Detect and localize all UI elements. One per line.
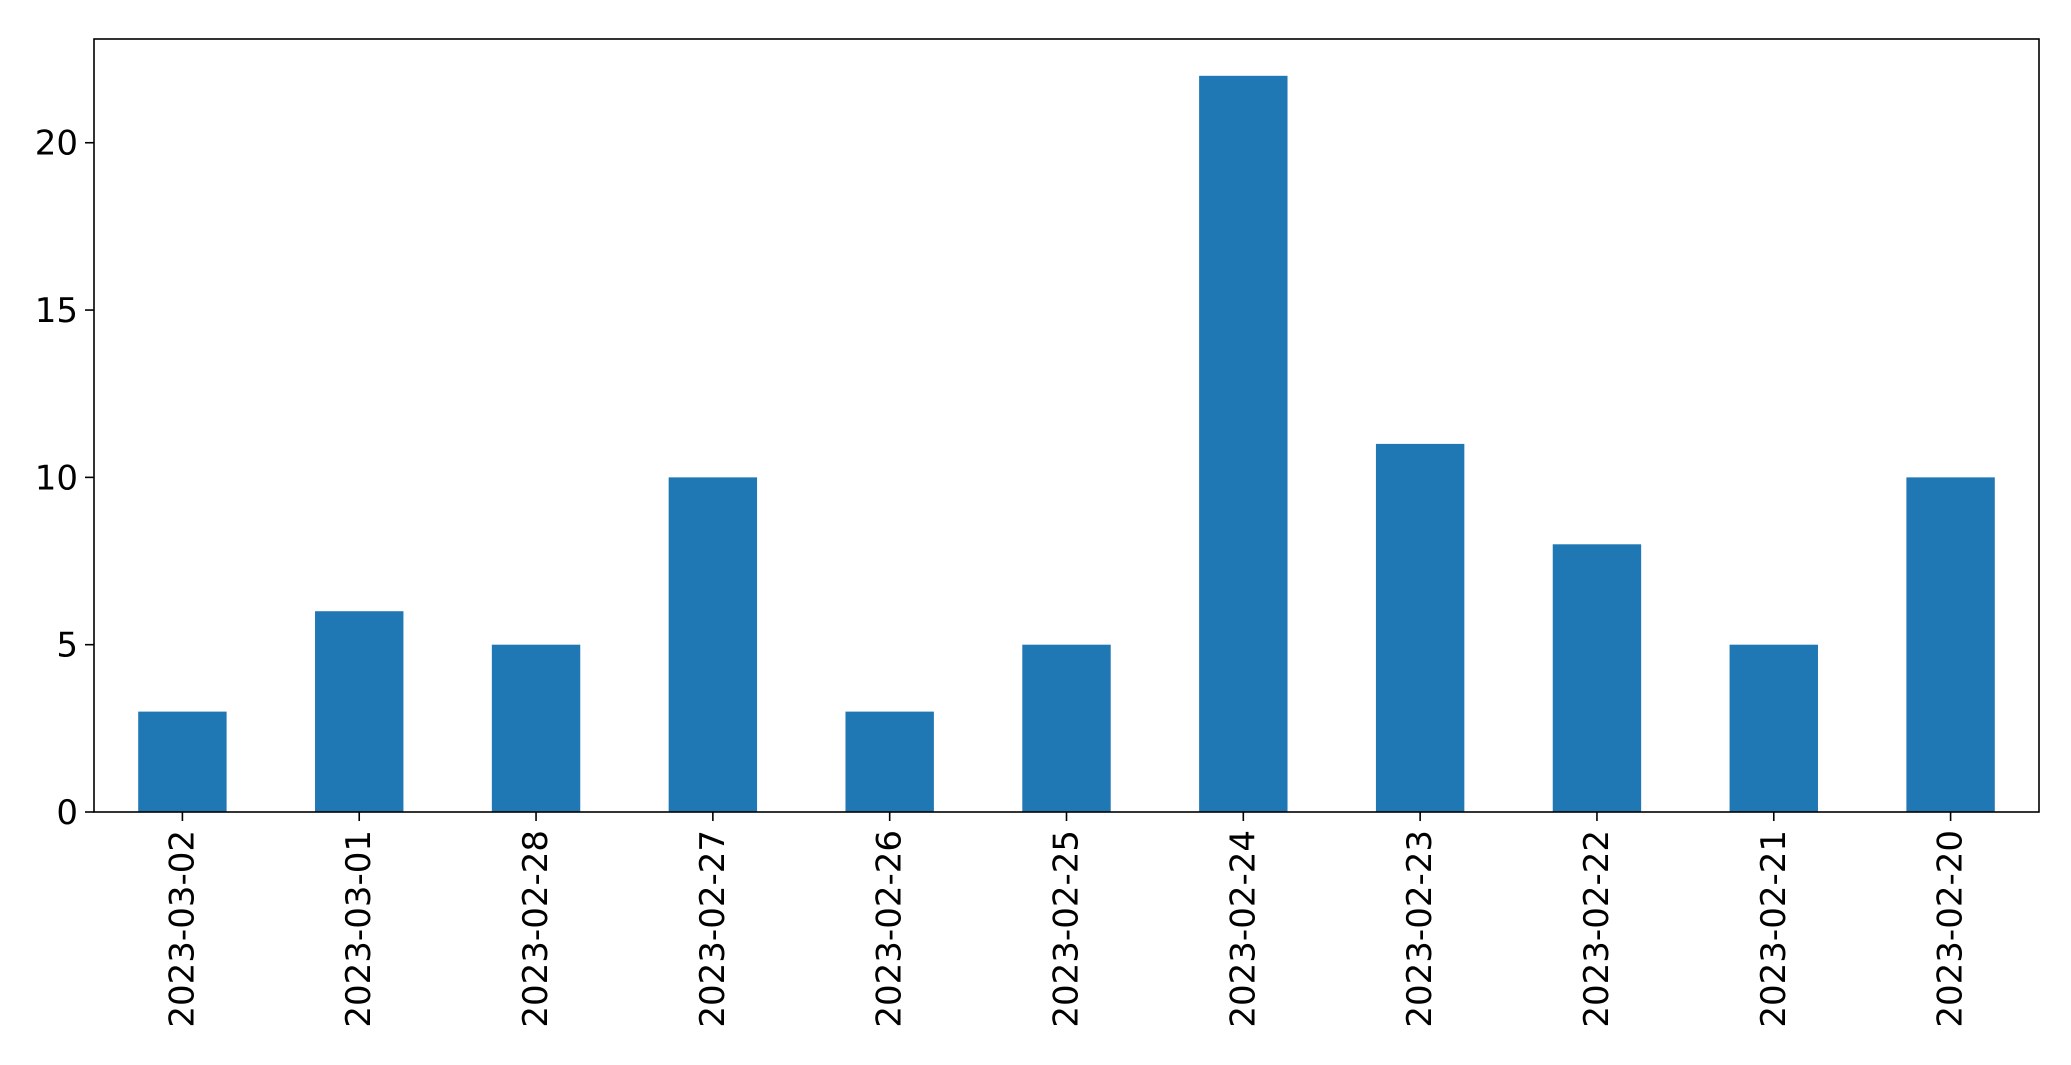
y-tick-label: 0 [56, 793, 78, 833]
bar [491, 644, 581, 812]
x-tick-label: 2023-02-27 [693, 830, 733, 1028]
bar [1199, 75, 1288, 813]
x-tick-label: 2023-02-21 [1754, 830, 1794, 1028]
x-tick-label: 2023-03-02 [162, 830, 202, 1028]
bar [845, 711, 934, 812]
bar [668, 477, 758, 812]
y-tick-label: 20 [35, 124, 78, 164]
x-axis: 2023-03-02 2023-03-01 2023-02-28 2023-02-27… [162, 812, 1971, 1028]
x-tick-label: 2023-02-28 [516, 830, 556, 1028]
x-tick-label: 2023-02-23 [1400, 830, 1440, 1028]
x-tick-label: 2023-02-26 [870, 830, 910, 1028]
bar [1375, 443, 1465, 812]
bar [1552, 544, 1642, 812]
x-tick-label: 2023-02-20 [1931, 830, 1971, 1028]
x-tick-label: 2023-02-25 [1047, 830, 1087, 1028]
x-tick-label: 2023-03-01 [339, 830, 379, 1028]
bar [1729, 644, 1818, 812]
bars-layer [138, 75, 1995, 813]
x-tick-label: 2023-02-22 [1577, 830, 1617, 1028]
y-tick-label: 5 [56, 626, 78, 666]
bar [315, 611, 404, 812]
x-tick-label: 2023-02-24 [1223, 830, 1263, 1028]
y-tick-label: 15 [35, 291, 78, 331]
bar [1022, 644, 1111, 812]
bar [1906, 477, 1995, 812]
bar [138, 711, 227, 812]
y-tick-label: 10 [35, 458, 78, 498]
y-axis: 0 5 10 15 20 [35, 124, 94, 833]
